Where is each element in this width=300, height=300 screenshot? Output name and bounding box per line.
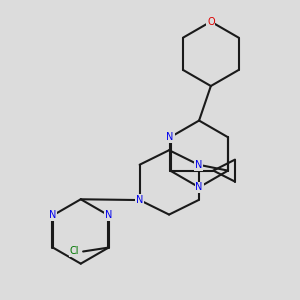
Text: N: N: [195, 160, 202, 170]
Text: O: O: [207, 16, 215, 27]
Text: N: N: [105, 210, 112, 220]
Text: Cl: Cl: [70, 247, 79, 256]
Text: N: N: [49, 210, 57, 220]
Text: N: N: [167, 132, 174, 142]
Text: N: N: [195, 182, 203, 192]
Text: N: N: [136, 195, 143, 205]
